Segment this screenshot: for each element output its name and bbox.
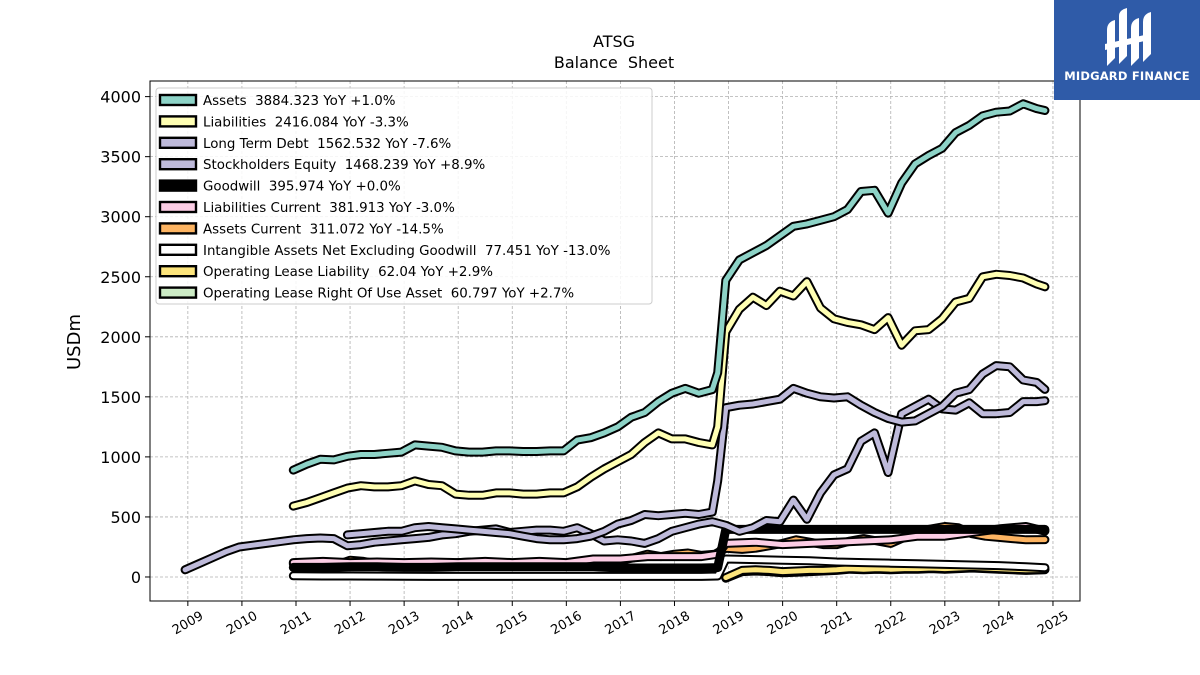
legend-item: Assets 3884.323 YoY +1.0% bbox=[158, 93, 396, 109]
series-line-stroke bbox=[290, 524, 1048, 566]
plot-frame bbox=[149, 80, 1081, 602]
legend-swatch bbox=[158, 243, 198, 257]
x-tick-label: 2021 bbox=[819, 609, 855, 639]
x-axis: 2009 2010 2011 2012 2013 2014 2015 2016 2017 2018… bbox=[170, 601, 1071, 638]
x-tick-label: 2016 bbox=[549, 609, 585, 639]
legend-label: Long Term Debt 1562.532 YoY -7.6% bbox=[203, 137, 451, 152]
legend-label: Goodwill 395.974 YoY +0.0% bbox=[203, 180, 401, 195]
y-tick-label: 0 bbox=[131, 568, 141, 587]
x-tick-label: 2023 bbox=[927, 609, 963, 639]
x-tick-label: 2014 bbox=[440, 609, 476, 639]
x-tick-label: 2011 bbox=[278, 609, 314, 639]
legend-swatch bbox=[158, 200, 198, 214]
x-tick-label: 2012 bbox=[332, 609, 368, 639]
chart-subtitle: Balance Sheet bbox=[554, 53, 674, 72]
legend-item: Assets Current 311.072 YoY -14.5% bbox=[158, 222, 444, 237]
legend-item: Stockholders Equity 1468.239 YoY +8.9% bbox=[158, 157, 485, 173]
legend-item: Goodwill 395.974 YoY +0.0% bbox=[158, 179, 401, 195]
legend-label: Operating Lease Right Of Use Asset 60.79… bbox=[203, 287, 574, 302]
y-tick-label: 3000 bbox=[100, 208, 141, 227]
legend-item: Long Term Debt 1562.532 YoY -7.6% bbox=[158, 136, 451, 152]
series-line bbox=[288, 269, 1050, 511]
legend-label: Intangible Assets Net Excluding Goodwill… bbox=[203, 244, 611, 259]
x-tick-label: 2015 bbox=[494, 609, 530, 639]
legend-box bbox=[155, 87, 653, 305]
chart-title: ATSG bbox=[593, 32, 635, 51]
legend-swatch bbox=[158, 286, 198, 299]
series-line bbox=[288, 554, 1050, 581]
legend-label: Assets 3884.323 YoY +1.0% bbox=[203, 94, 396, 109]
legend-swatch bbox=[158, 93, 198, 107]
legend-item: Operating Lease Right Of Use Asset 60.79… bbox=[158, 286, 574, 302]
y-tick-label: 3500 bbox=[100, 148, 141, 167]
y-tick-label: 1500 bbox=[100, 388, 141, 407]
x-tick-label: 2019 bbox=[711, 609, 747, 639]
series-line bbox=[288, 522, 1050, 568]
legend-item: Operating Lease Liability 62.04 YoY +2.9… bbox=[158, 265, 493, 280]
brand-name: MIDGARD FINANCE bbox=[1064, 69, 1190, 83]
series-line bbox=[180, 394, 1050, 575]
legend-swatch bbox=[158, 265, 198, 278]
x-tick-label: 2009 bbox=[170, 609, 206, 639]
legend-item: Intangible Assets Net Excluding Goodwill… bbox=[158, 243, 611, 259]
series-lines bbox=[180, 99, 1050, 583]
y-tick-label: 1000 bbox=[100, 448, 141, 467]
x-tick-label: 2020 bbox=[765, 609, 801, 639]
legend-swatch bbox=[158, 222, 198, 235]
x-tick-label: 2022 bbox=[873, 609, 909, 639]
legend-label: Operating Lease Liability 62.04 YoY +2.9… bbox=[203, 265, 493, 280]
series-line bbox=[288, 99, 1050, 475]
y-tick-label: 2000 bbox=[100, 328, 141, 347]
legend-swatch bbox=[158, 179, 198, 192]
x-tick-label: 2024 bbox=[981, 609, 1017, 639]
series-line bbox=[288, 524, 1050, 573]
legend-label: Liabilities Current 381.913 YoY -3.0% bbox=[203, 201, 455, 216]
x-tick-label: 2013 bbox=[386, 609, 422, 639]
series-line-stroke bbox=[290, 271, 1048, 509]
series-line-stroke bbox=[182, 396, 1048, 573]
legend-label: Stockholders Equity 1468.239 YoY +8.9% bbox=[203, 158, 485, 173]
y-tick-label: 2500 bbox=[100, 268, 141, 287]
x-tick-label: 2025 bbox=[1035, 609, 1071, 639]
y-tick-label: 4000 bbox=[100, 88, 141, 107]
brand-logo-icon bbox=[1105, 8, 1151, 66]
x-tick-label: 2018 bbox=[657, 609, 693, 639]
legend-label: Liabilities 2416.084 YoY -3.3% bbox=[203, 115, 409, 130]
legend-item: Liabilities 2416.084 YoY -3.3% bbox=[158, 115, 409, 130]
x-tick-label: 2017 bbox=[603, 609, 639, 639]
legend-swatch bbox=[158, 157, 198, 171]
series-line-stroke bbox=[290, 556, 1048, 579]
series-line bbox=[342, 361, 1050, 545]
legend-swatch bbox=[158, 115, 198, 128]
legend: Assets 3884.323 YoY +1.0% Liabilities 241… bbox=[155, 87, 653, 305]
series-line-stroke bbox=[290, 101, 1048, 473]
legend-item: Liabilities Current 381.913 YoY -3.0% bbox=[158, 200, 455, 216]
series-line-stroke bbox=[344, 363, 1048, 543]
series-line-stroke bbox=[290, 526, 1048, 571]
y-axis: 0 500 1000 1500 2000 2500 3000 3500 4000 bbox=[100, 88, 150, 587]
legend-swatch bbox=[158, 136, 198, 150]
y-axis-label: USDm bbox=[64, 314, 85, 370]
y-tick-label: 500 bbox=[110, 508, 141, 527]
x-tick-label: 2010 bbox=[224, 609, 260, 639]
legend-label: Assets Current 311.072 YoY -14.5% bbox=[203, 222, 444, 237]
